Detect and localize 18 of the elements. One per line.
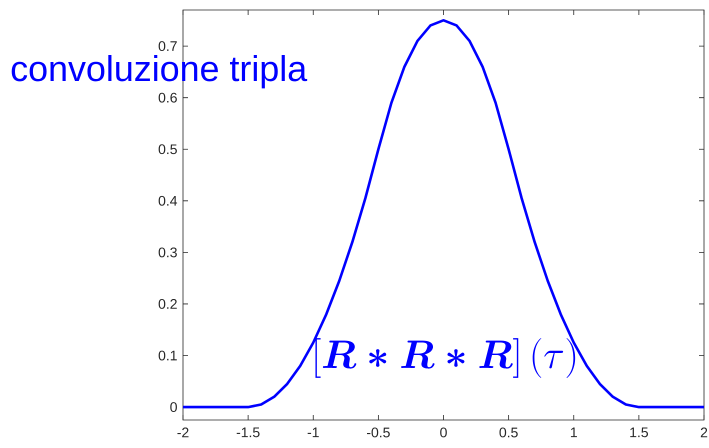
x-tick-label: -1.5 xyxy=(236,428,260,438)
x-tick-label: 1.5 xyxy=(630,428,648,438)
y-tick-label: 0.2 xyxy=(158,299,177,309)
y-tick-label: 0.6 xyxy=(158,92,177,103)
x-tick-label: 1 xyxy=(570,428,577,438)
x-tick-label: 2 xyxy=(700,428,708,438)
x-tick-label: 0.5 xyxy=(499,428,518,438)
y-tick-label: 0 xyxy=(170,402,177,412)
x-tick-label: -1 xyxy=(308,428,319,438)
annotation: $\left[\boldsymbol{R*R*R}\right](\tau)$ xyxy=(315,338,576,378)
y-tick-label: 0.5 xyxy=(158,144,177,154)
y-tick-label: 0.7 xyxy=(158,41,177,52)
x-tick-label: 0 xyxy=(440,428,447,438)
x-tick-label: -2 xyxy=(177,428,189,438)
x-tick-label: -0.5 xyxy=(366,428,390,438)
y-tick-label: 0.3 xyxy=(158,247,177,258)
y-tick-label: 0.4 xyxy=(158,196,178,206)
y-tick-label: 0.1 xyxy=(158,350,177,360)
